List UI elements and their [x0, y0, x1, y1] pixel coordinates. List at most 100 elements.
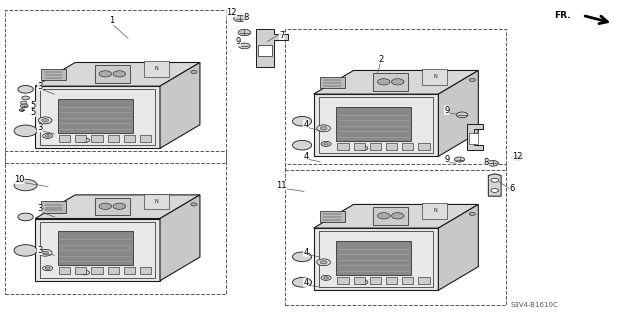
Circle shape: [20, 104, 28, 108]
Circle shape: [22, 96, 29, 100]
Circle shape: [191, 203, 197, 206]
Bar: [373, 207, 408, 225]
Bar: [419, 277, 429, 284]
Circle shape: [38, 249, 52, 256]
Circle shape: [20, 101, 27, 104]
Bar: [95, 197, 130, 215]
Circle shape: [43, 133, 52, 138]
Bar: [144, 194, 169, 209]
Circle shape: [292, 252, 312, 262]
Circle shape: [469, 212, 476, 215]
Bar: [419, 143, 429, 150]
Text: N: N: [155, 66, 158, 71]
Circle shape: [320, 261, 327, 264]
Bar: [144, 61, 169, 77]
Text: 5: 5: [31, 101, 36, 110]
Circle shape: [292, 116, 312, 126]
Bar: [41, 69, 66, 80]
Polygon shape: [35, 63, 200, 86]
Polygon shape: [35, 195, 200, 219]
Text: 4: 4: [303, 278, 308, 287]
Circle shape: [378, 79, 390, 85]
Bar: [40, 89, 155, 145]
Circle shape: [292, 278, 312, 287]
Circle shape: [512, 155, 522, 160]
Polygon shape: [35, 219, 160, 281]
Bar: [41, 201, 66, 212]
Circle shape: [238, 29, 251, 36]
Circle shape: [81, 138, 90, 142]
Polygon shape: [488, 174, 501, 196]
Bar: [285, 29, 506, 170]
Polygon shape: [467, 124, 483, 150]
Text: 3: 3: [37, 204, 42, 213]
Text: 2: 2: [378, 55, 383, 63]
Bar: [5, 10, 226, 163]
Bar: [373, 73, 408, 91]
Circle shape: [14, 179, 37, 191]
Polygon shape: [160, 63, 200, 148]
Circle shape: [321, 141, 331, 146]
Polygon shape: [314, 70, 478, 94]
Circle shape: [191, 70, 197, 73]
Circle shape: [14, 245, 37, 256]
Text: 8: 8: [484, 158, 489, 167]
Circle shape: [392, 213, 404, 219]
Polygon shape: [160, 195, 200, 281]
Bar: [353, 143, 365, 150]
Bar: [422, 203, 447, 219]
Circle shape: [113, 203, 125, 209]
Circle shape: [19, 109, 24, 111]
Circle shape: [359, 280, 368, 284]
Text: 3: 3: [37, 246, 42, 255]
Bar: [40, 222, 155, 278]
Bar: [5, 151, 226, 294]
Bar: [59, 267, 70, 274]
Bar: [108, 135, 119, 142]
Bar: [386, 277, 397, 284]
Bar: [422, 69, 447, 85]
Bar: [469, 133, 478, 144]
Bar: [353, 277, 365, 284]
Bar: [337, 277, 349, 284]
Circle shape: [324, 277, 328, 279]
Circle shape: [81, 271, 90, 275]
Polygon shape: [35, 86, 160, 148]
Text: 8: 8: [244, 13, 249, 22]
Bar: [319, 97, 433, 153]
Circle shape: [454, 157, 465, 162]
Text: 10: 10: [14, 175, 24, 184]
Circle shape: [113, 71, 125, 77]
Text: S3V4-B1610C: S3V4-B1610C: [511, 302, 558, 308]
Bar: [58, 99, 132, 133]
Text: N: N: [433, 208, 436, 213]
Circle shape: [239, 43, 250, 49]
Circle shape: [45, 135, 50, 137]
Bar: [337, 143, 349, 150]
Bar: [140, 267, 151, 274]
Text: 7: 7: [279, 31, 284, 40]
Circle shape: [292, 140, 312, 150]
Circle shape: [42, 251, 49, 255]
Bar: [285, 164, 506, 305]
Circle shape: [321, 275, 331, 280]
Bar: [258, 45, 272, 56]
Bar: [108, 267, 119, 274]
Bar: [92, 267, 102, 274]
Circle shape: [18, 85, 33, 93]
Bar: [75, 267, 86, 274]
Text: FR.: FR.: [554, 11, 571, 20]
Circle shape: [38, 117, 52, 124]
Circle shape: [14, 125, 37, 137]
Circle shape: [487, 160, 499, 166]
Circle shape: [234, 15, 246, 22]
Bar: [370, 143, 381, 150]
Circle shape: [18, 213, 33, 221]
Circle shape: [317, 125, 330, 132]
Text: 4: 4: [303, 152, 308, 161]
Text: 3: 3: [37, 82, 42, 91]
Text: N: N: [433, 74, 436, 79]
Bar: [386, 143, 397, 150]
Bar: [140, 135, 151, 142]
Text: N: N: [155, 199, 158, 204]
